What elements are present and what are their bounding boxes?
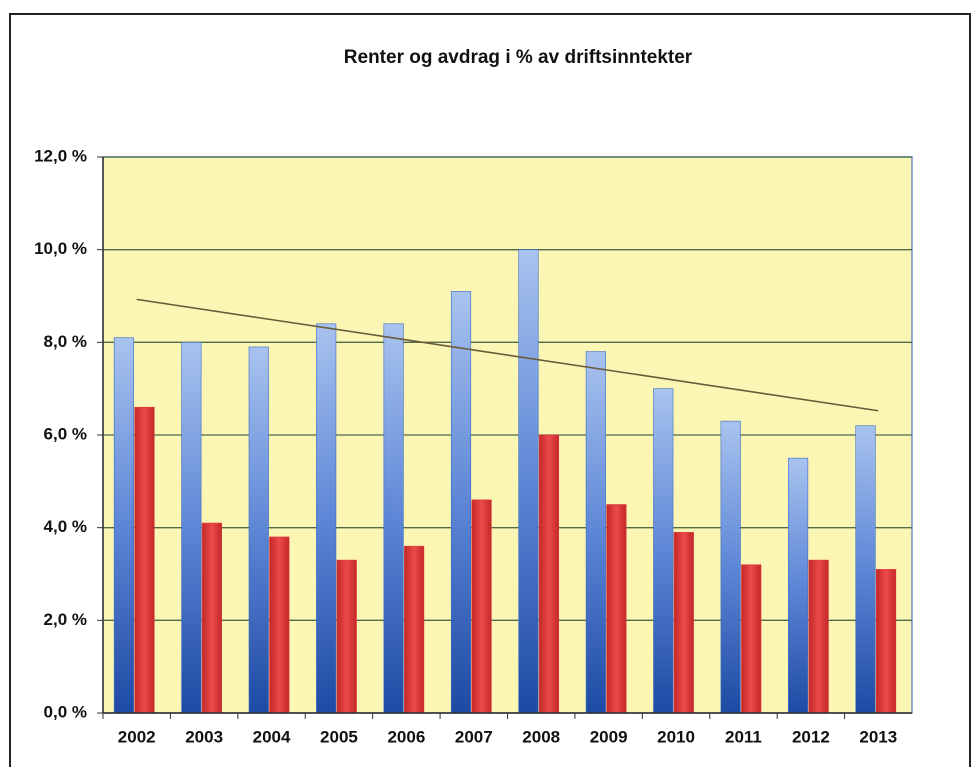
bar — [113, 337, 135, 714]
bar — [606, 504, 627, 714]
y-tick-label: 4,0 % — [44, 517, 87, 536]
bar — [450, 291, 472, 714]
x-tick-label: 2008 — [522, 727, 560, 746]
x-tick-label: 2006 — [387, 727, 425, 746]
bar — [673, 531, 694, 714]
bar — [855, 425, 876, 714]
bar — [404, 545, 425, 714]
chart-title: Renter og avdrag i % av driftsinntekter — [344, 47, 693, 68]
bar — [720, 420, 741, 714]
x-tick-label: 2009 — [590, 727, 628, 746]
x-tick-label: 2012 — [792, 727, 830, 746]
bar — [269, 536, 290, 714]
bar — [808, 559, 829, 714]
x-tick-label: 2011 — [725, 727, 762, 746]
frame — [9, 13, 971, 767]
bar — [741, 564, 762, 714]
bar — [471, 499, 492, 714]
x-tick-label: 2004 — [253, 727, 291, 746]
bar — [201, 522, 222, 714]
bar — [134, 406, 155, 714]
x-tick-label: 2005 — [320, 727, 358, 746]
y-tick-label: 2,0 % — [44, 610, 87, 629]
x-tick-label: 2007 — [455, 727, 493, 746]
x-tick-label: 2010 — [657, 727, 695, 746]
x-tick-label: 2003 — [185, 727, 223, 746]
y-tick-label: 10,0 % — [34, 239, 87, 258]
y-tick-label: 8,0 % — [44, 332, 87, 351]
bar — [788, 457, 809, 714]
bar — [518, 249, 539, 714]
y-tick-label: 0,0 % — [44, 702, 87, 721]
bar — [336, 559, 357, 714]
x-tick-label: 2002 — [118, 727, 156, 746]
bar — [538, 434, 560, 714]
bar — [316, 323, 337, 714]
bar — [653, 388, 674, 714]
y-tick-label: 12,0 % — [34, 146, 87, 165]
bar — [383, 323, 404, 714]
y-tick-label: 6,0 % — [44, 424, 87, 443]
bar — [875, 569, 897, 714]
x-tick-label: 2013 — [859, 727, 897, 746]
bar — [248, 346, 269, 714]
trend-line — [136, 298, 879, 412]
bar — [585, 351, 606, 714]
bar — [181, 342, 202, 714]
